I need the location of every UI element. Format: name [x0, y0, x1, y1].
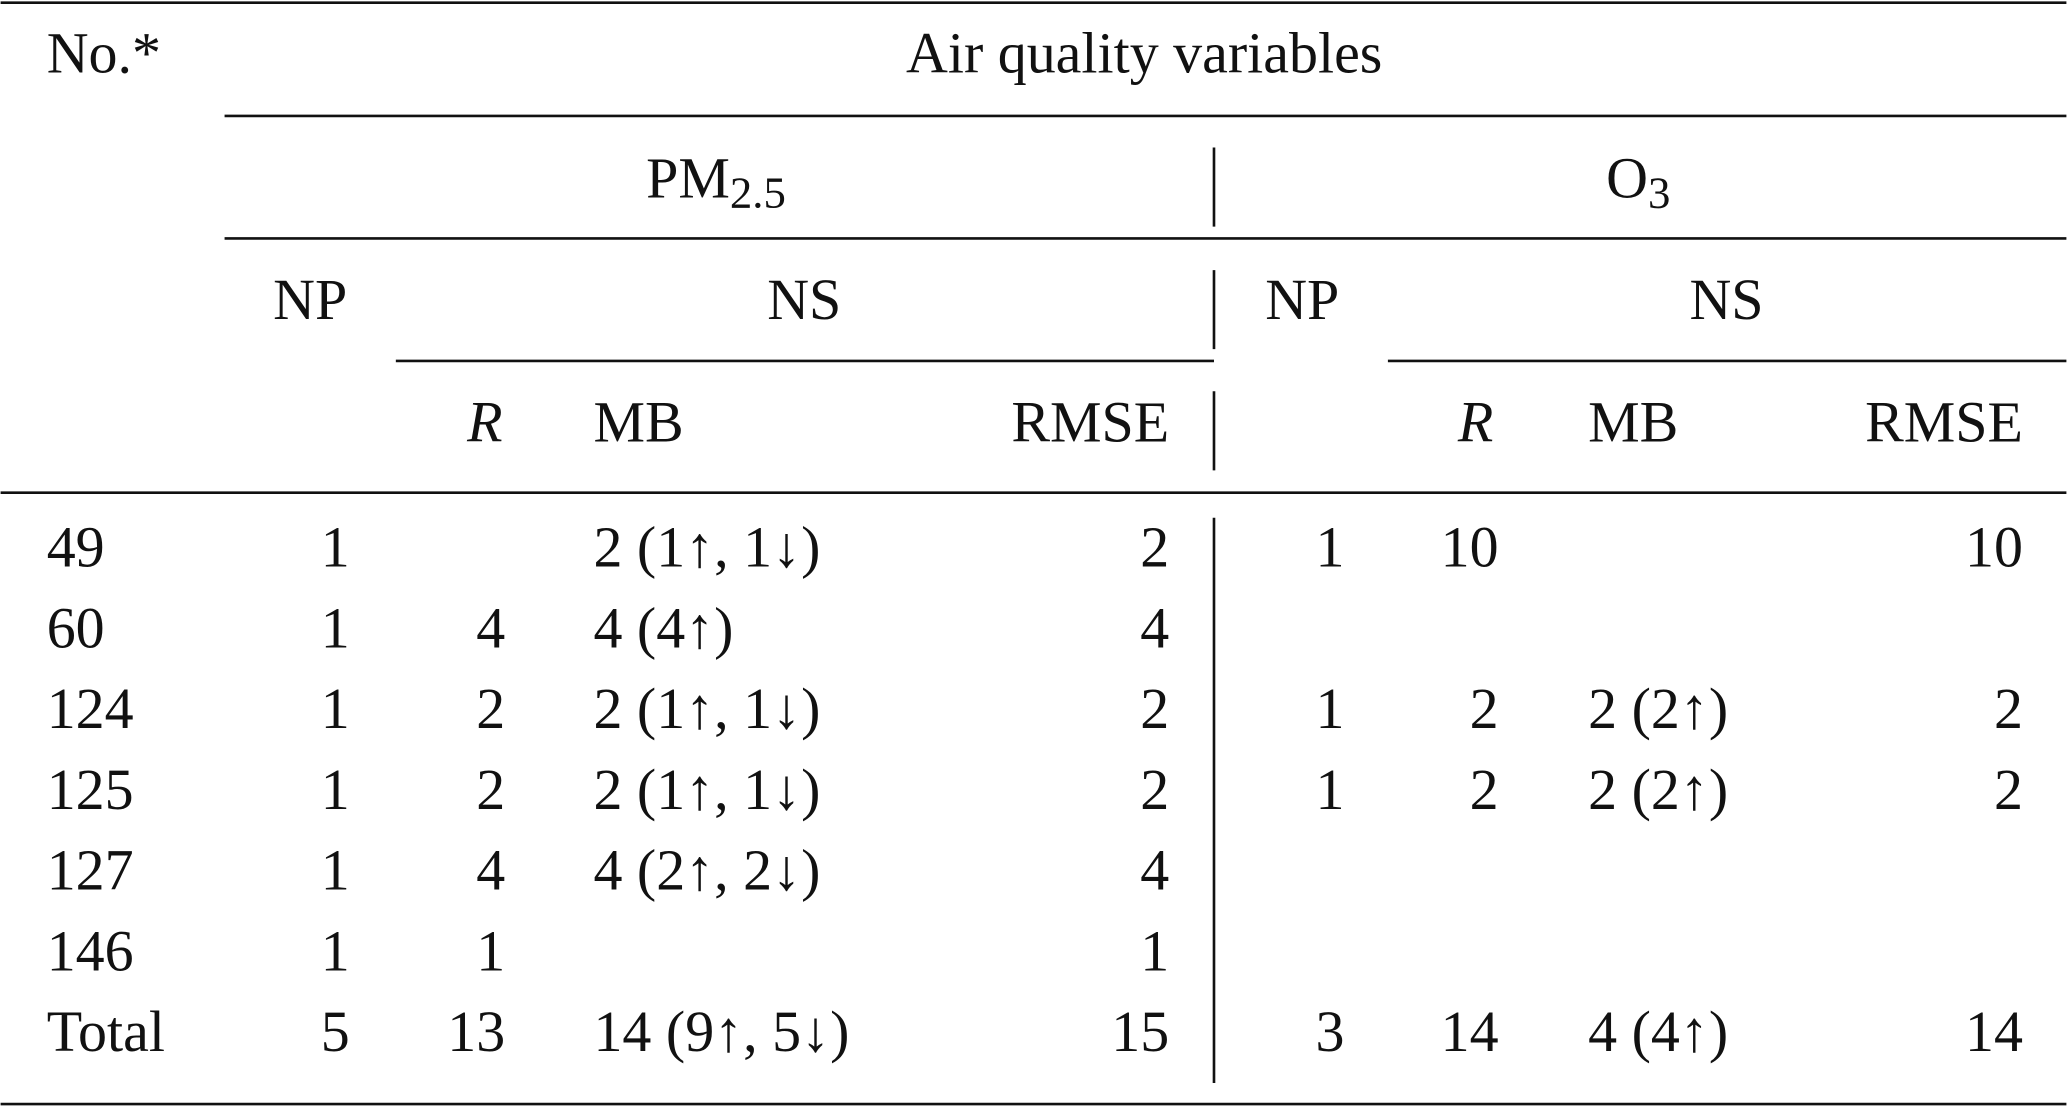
cell: 1 — [1315, 515, 1344, 580]
cell: 1 — [476, 918, 505, 983]
cell: 1 — [321, 515, 350, 580]
cell: 2 — [1994, 757, 2023, 822]
header: PM2.5 — [646, 146, 786, 218]
cell: 2 — [1140, 676, 1169, 741]
cell: 4 — [1140, 595, 1169, 660]
cell: 2 — [1140, 757, 1169, 822]
cell: 2 (2↑) — [1588, 757, 1728, 822]
cell: 2 — [476, 757, 505, 822]
cell: 2 (1↑, 1↓) — [593, 515, 820, 580]
cell: 14 (9↑, 5↓) — [593, 999, 849, 1064]
row-label: 124 — [47, 676, 134, 741]
row-label: 125 — [47, 757, 134, 822]
header: NP — [1265, 267, 1339, 332]
row-label: 146 — [47, 918, 134, 983]
header: PM — [646, 146, 730, 211]
cell: 4 (4↑) — [1588, 999, 1728, 1064]
cell: 14 — [1441, 999, 1499, 1064]
cell: 15 — [1111, 999, 1169, 1064]
header: MB — [1588, 389, 1678, 454]
subscript: 2.5 — [730, 168, 786, 218]
cell: 4 (2↑, 2↓) — [593, 838, 820, 903]
header: O3 — [1606, 146, 1670, 218]
row-label: 49 — [47, 515, 105, 580]
cell: 2 — [476, 676, 505, 741]
cell: 5 — [321, 999, 350, 1064]
subscript: 3 — [1648, 168, 1670, 218]
cell: 1 — [1315, 757, 1344, 822]
header: R — [466, 389, 502, 454]
header: MB — [593, 389, 683, 454]
row-label: Total — [47, 999, 165, 1064]
cell: 13 — [447, 999, 505, 1064]
cell: 4 — [476, 838, 505, 903]
cell: 2 — [1140, 515, 1169, 580]
cell: 1 — [1140, 918, 1169, 983]
cell: 1 — [321, 676, 350, 741]
cell: 2 — [1470, 676, 1499, 741]
cell: 10 — [1441, 515, 1499, 580]
header: NS — [767, 267, 841, 332]
cell: 2 (1↑, 1↓) — [593, 676, 820, 741]
cell: 2 — [1470, 757, 1499, 822]
cell: 2 (2↑) — [1588, 676, 1728, 741]
cell: 14 — [1965, 999, 2023, 1064]
row-label: 127 — [47, 838, 134, 903]
cell: 1 — [321, 757, 350, 822]
cell: 4 — [476, 595, 505, 660]
cell: 1 — [321, 838, 350, 903]
header: RMSE — [1865, 389, 2023, 454]
cell: 1 — [321, 918, 350, 983]
cell: 4 — [1140, 838, 1169, 903]
header: O — [1606, 146, 1648, 211]
header: NS — [1689, 267, 1763, 332]
header: Air quality variables — [906, 21, 1382, 86]
header: R — [1457, 389, 1493, 454]
header: NP — [273, 267, 347, 332]
cell: 1 — [1315, 676, 1344, 741]
cell: 2 — [1994, 676, 2023, 741]
cell: 2 (1↑, 1↓) — [593, 757, 820, 822]
cell: 3 — [1315, 999, 1344, 1064]
cell: 10 — [1965, 515, 2023, 580]
header: No.* — [47, 21, 161, 86]
cell: 4 (4↑) — [593, 595, 733, 660]
header: RMSE — [1011, 389, 1169, 454]
cell: 1 — [321, 595, 350, 660]
row-label: 60 — [47, 595, 105, 660]
